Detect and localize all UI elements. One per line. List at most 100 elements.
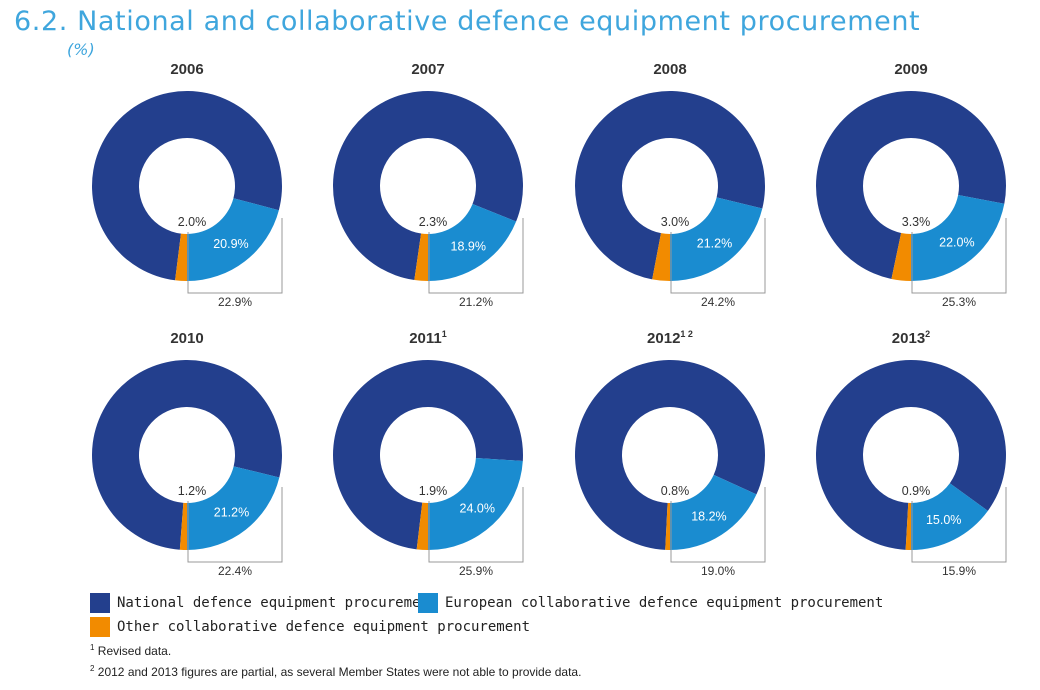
- slice-national-2008: [574, 91, 765, 280]
- year-sup-2012: 1 2: [680, 329, 693, 339]
- unit-label: (%): [67, 40, 95, 59]
- slice-european-2012: [670, 474, 757, 550]
- label-european-2007: 18.9%: [451, 240, 486, 254]
- bracket-2011: [428, 487, 524, 563]
- label-national-2008: 75.8%: [593, 89, 628, 103]
- donut-2013: 20132 84.1% 15.0% 0.9% 15.9%: [816, 329, 1007, 578]
- legend-label-european: European collaborative defence equipment…: [445, 595, 884, 611]
- bracket-2007: [428, 218, 524, 294]
- chart-title: 6.2. National and collaborative defence …: [14, 6, 921, 37]
- year-label-2008: 2008: [653, 61, 686, 78]
- footnote-1-text: Revised data.: [94, 644, 172, 658]
- collaborative-total-2008: 24.2%: [701, 295, 735, 309]
- footnote-1: 1 Revised data.: [90, 643, 171, 658]
- slice-national-2011: [333, 360, 523, 550]
- donut-2012: 20121 2 81.0% 18.2%0.8% 19.0%: [575, 329, 766, 578]
- footnote-2: 2 2012 and 2013 figures are partial, as …: [90, 664, 581, 679]
- year-label-2007: 2007: [411, 61, 444, 78]
- slice-european-2013: [911, 483, 988, 550]
- collaborative-total-2012: 19.0%: [701, 564, 735, 578]
- year-label-2006: 2006: [170, 61, 203, 78]
- year-label-2013: 20132: [892, 329, 930, 347]
- bracket-2008: [670, 218, 766, 294]
- slice-european-2008: [670, 197, 763, 281]
- footnote-1-mark: 1: [90, 643, 95, 652]
- collaborative-total-2013: 15.9%: [942, 564, 976, 578]
- footnote-2-text: 2012 and 2013 figures are partial, as se…: [94, 665, 582, 679]
- label-other-2012: 0.8%: [661, 484, 690, 498]
- label-european-2013: 15.0%: [926, 513, 961, 527]
- label-other-2008: 3.0%: [661, 215, 690, 229]
- slice-national-2006: [92, 90, 282, 281]
- bracket-2013: [911, 487, 1007, 563]
- year-label-2011: 20111: [409, 329, 447, 347]
- label-european-2009: 22.0%: [939, 235, 974, 249]
- slice-national-2013: [816, 360, 1007, 550]
- donut-2006: 2006 77.1% 20.9% 2.0% 22.9%: [92, 61, 283, 309]
- label-other-2013: 0.9%: [902, 484, 931, 498]
- donut-2010: 2010 77.6% 21.2% 1.2% 22.4%: [91, 330, 283, 578]
- slice-other-2009: [891, 232, 911, 281]
- donut-2009: 2009 74.7% 22.0% 3.3% 25.3%: [816, 61, 1007, 309]
- slice-other-2007: [414, 233, 428, 281]
- year-label-2010: 2010: [170, 330, 203, 347]
- legend-label-other: Other collaborative defence equipment pr…: [117, 619, 531, 635]
- slice-other-2011: [416, 502, 428, 550]
- label-national-2009: 74.7%: [833, 90, 868, 104]
- slice-national-2010: [91, 360, 282, 550]
- donut-charts: 200677.1%20.9%2.0%22.9%200778.8%18.9%2.3…: [91, 61, 1007, 578]
- legend-item-national: National defence equipment procurement: [90, 593, 437, 613]
- label-other-2009: 3.3%: [902, 215, 931, 229]
- footnote-2-mark: 2: [90, 664, 95, 673]
- slice-other-2013: [905, 502, 911, 550]
- donut-2007: 2007 78.8% 18.9%2.3% 21.2%: [333, 61, 524, 309]
- slice-european-2011: [428, 458, 523, 550]
- slice-national-2009: [816, 91, 1006, 279]
- year-sup-2011: 1: [442, 329, 447, 339]
- slice-european-2007: [428, 203, 517, 281]
- label-other-2011: 1.9%: [419, 484, 448, 498]
- legend-label-national: National defence equipment procurement: [117, 595, 438, 611]
- year-label-2012: 20121 2: [647, 329, 693, 347]
- label-national-2006: 77.1%: [109, 90, 144, 104]
- legend-swatch-national: [90, 593, 110, 613]
- label-european-2012: 18.2%: [691, 510, 726, 524]
- slice-other-2012: [665, 502, 670, 550]
- slice-national-2007: [333, 91, 523, 281]
- bracket-2006: [187, 218, 283, 294]
- slice-other-2010: [179, 502, 187, 550]
- collaborative-total-2009: 25.3%: [942, 295, 976, 309]
- collaborative-total-2010: 22.4%: [218, 564, 252, 578]
- donut-2011: 20111 74.1% 24.0% 1.9% 25.9%: [333, 329, 524, 578]
- legend-swatch-european: [418, 593, 438, 613]
- legend-item-other: Other collaborative defence equipment pr…: [90, 617, 530, 637]
- legend-swatch-other: [90, 617, 110, 637]
- slice-european-2010: [187, 466, 280, 550]
- year-label-2009: 2009: [894, 61, 927, 78]
- label-european-2008: 21.2%: [697, 237, 732, 251]
- bracket-2010: [187, 487, 283, 563]
- collaborative-total-2011: 25.9%: [459, 564, 493, 578]
- collaborative-total-2006: 22.9%: [218, 295, 252, 309]
- bracket-2009: [911, 218, 1007, 294]
- slice-other-2008: [652, 233, 670, 281]
- slice-european-2006: [187, 198, 279, 281]
- label-national-2010: 77.6%: [107, 361, 142, 375]
- slice-european-2009: [911, 194, 1005, 281]
- label-national-2012: 81.0%: [595, 357, 630, 371]
- label-other-2007: 2.3%: [419, 215, 448, 229]
- slice-national-2012: [575, 360, 766, 550]
- label-european-2006: 20.9%: [213, 237, 248, 251]
- collaborative-total-2007: 21.2%: [459, 295, 493, 309]
- label-other-2010: 1.2%: [178, 484, 207, 498]
- label-national-2007: 78.8%: [354, 88, 389, 102]
- label-national-2013: 84.1%: [842, 354, 877, 368]
- slice-other-2006: [175, 233, 187, 281]
- label-other-2006: 2.0%: [178, 215, 207, 229]
- year-sup-2013: 2: [925, 329, 930, 339]
- bracket-2012: [670, 487, 766, 563]
- label-european-2011: 24.0%: [460, 501, 495, 515]
- donut-2008: 2008 75.8% 21.2% 3.0% 24.2%: [574, 61, 766, 309]
- legend-item-european: European collaborative defence equipment…: [418, 593, 883, 613]
- label-national-2011: 74.1%: [344, 364, 379, 378]
